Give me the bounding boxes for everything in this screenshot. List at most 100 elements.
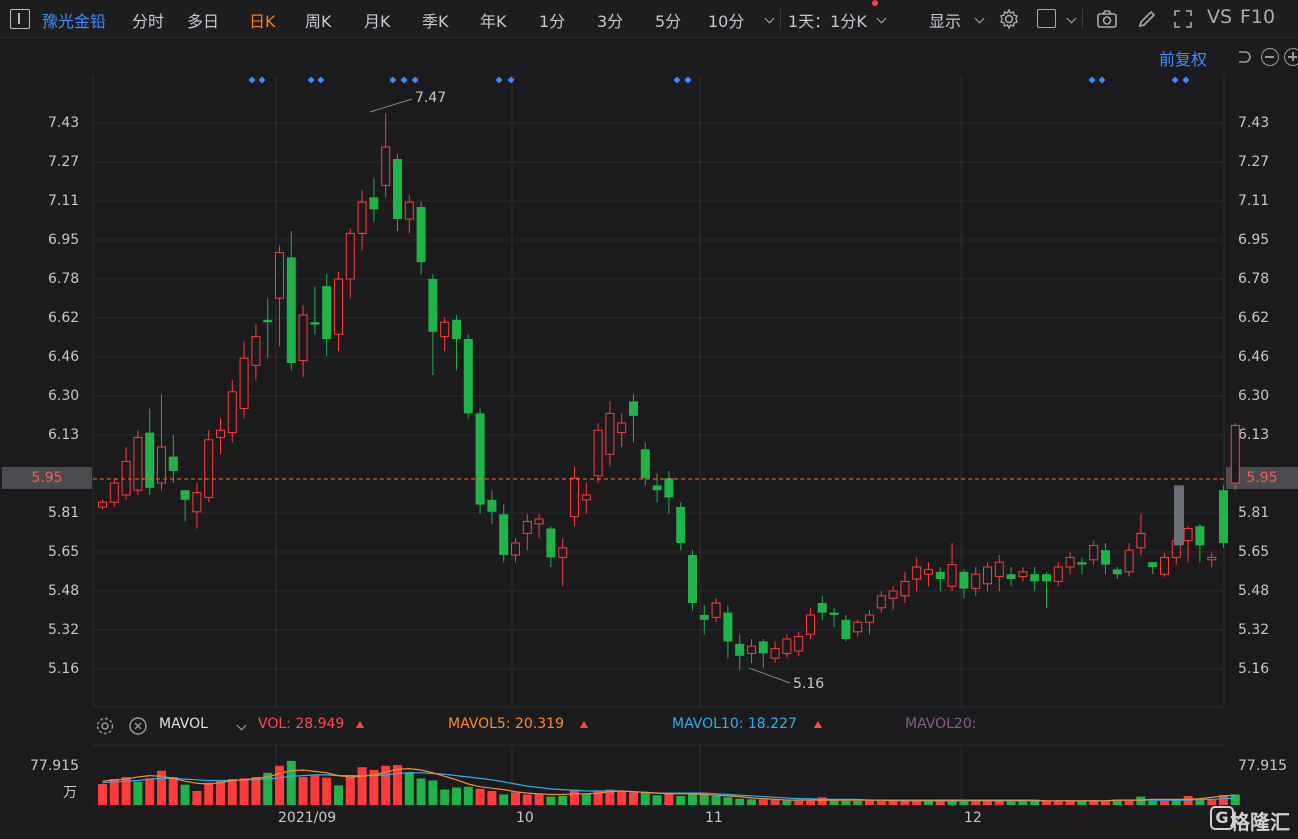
- candle-body: [688, 555, 697, 603]
- volume-bar: [794, 800, 804, 805]
- pencil-icon[interactable]: [1136, 8, 1158, 30]
- volume-bar: [216, 781, 225, 805]
- candle-body: [393, 159, 402, 219]
- settings-gear-icon[interactable]: [998, 8, 1020, 30]
- volume-bar: [1089, 800, 1099, 805]
- x-axis-label: 2021/09: [278, 810, 337, 826]
- volume-axis-value-right: 77.915: [1238, 758, 1287, 774]
- indicator-settings-icon[interactable]: [95, 716, 115, 736]
- candle-body: [286, 257, 296, 363]
- tab-fenshi[interactable]: 分时: [132, 12, 165, 31]
- layout-square-icon[interactable]: [1037, 9, 1056, 28]
- camera-icon[interactable]: [1096, 8, 1118, 30]
- candle-body: [888, 590, 898, 599]
- candle-body: [1077, 562, 1087, 565]
- candle-body: [546, 528, 556, 558]
- volume-bar: [298, 777, 308, 805]
- tab-monthly-k[interactable]: 月K: [364, 12, 391, 31]
- mavol20-value: MAVOL20:: [905, 716, 977, 732]
- candle-body: [322, 286, 332, 339]
- volume-bar: [640, 792, 650, 805]
- volume-bar: [487, 791, 497, 805]
- tab-yearly-k[interactable]: 年K: [480, 12, 507, 31]
- candle-body: [664, 478, 674, 498]
- volume-bar: [865, 800, 874, 805]
- volume-bar: [204, 782, 214, 805]
- candle-body: [109, 482, 119, 503]
- volume-bar: [1124, 799, 1134, 805]
- zoom-out-icon[interactable]: [1261, 48, 1279, 66]
- event-markers: [248, 76, 1190, 84]
- tab-weekly-k[interactable]: 周K: [305, 12, 332, 31]
- candle-body: [168, 456, 178, 471]
- volume-bar: [593, 791, 603, 805]
- sidebar-toggle-icon[interactable]: [10, 9, 30, 29]
- fullscreen-icon[interactable]: [1172, 8, 1194, 30]
- candle-body: [900, 580, 910, 597]
- zoom-in-icon[interactable]: [1284, 48, 1298, 66]
- volume-bar: [570, 789, 579, 805]
- volume-bar: [121, 777, 131, 805]
- low-price-label: 5.16: [793, 676, 825, 692]
- reset-icon[interactable]: [1233, 47, 1253, 67]
- volume-bar: [782, 800, 792, 805]
- volume-bar: [168, 777, 178, 805]
- price-tick: 7.27: [1238, 154, 1270, 170]
- volume-bar: [888, 800, 898, 805]
- tab-multiday[interactable]: 多日: [187, 12, 220, 31]
- tab-3min[interactable]: 3分: [597, 12, 624, 31]
- display-menu[interactable]: 显示: [929, 12, 962, 31]
- event-marker-icon: [307, 76, 315, 84]
- candle-body: [617, 422, 627, 434]
- candle-body: [876, 595, 886, 609]
- candle-body: [983, 566, 992, 585]
- candle-body: [735, 643, 745, 656]
- current-price-marker-right: 5.95: [1226, 467, 1298, 489]
- watermark-logo-icon: G: [1210, 806, 1234, 830]
- volume-bar: [499, 794, 509, 805]
- volume-bar: [1207, 800, 1217, 805]
- tab-daily-k[interactable]: 日K: [249, 12, 276, 31]
- candle-body: [1042, 574, 1051, 582]
- candle-body: [1065, 556, 1075, 568]
- tab-5min[interactable]: 5分: [655, 12, 682, 31]
- price-tick: 5.65: [1238, 544, 1270, 560]
- multi-period-selector[interactable]: 1天：1分K: [788, 12, 867, 31]
- volume-bar: [286, 760, 296, 805]
- volume-bar: [452, 787, 461, 805]
- gap-bar: [1174, 485, 1184, 546]
- volume-bar: [227, 779, 237, 805]
- candle-body: [310, 322, 320, 325]
- event-marker-icon: [1171, 76, 1179, 84]
- volume-bar: [440, 789, 450, 805]
- volume-bar: [157, 770, 166, 805]
- volume-bar: [475, 788, 485, 805]
- f10-button[interactable]: F10: [1240, 6, 1276, 28]
- price-tick: 5.32: [48, 622, 80, 638]
- adjust-mode-button[interactable]: 前复权: [1159, 50, 1208, 69]
- tab-1min[interactable]: 1分: [539, 12, 566, 31]
- volume-bar: [1053, 800, 1063, 805]
- close-indicator-icon[interactable]: [128, 716, 148, 736]
- mavol10-value: MAVOL10: 18.227: [672, 716, 797, 732]
- candle-body: [782, 638, 792, 654]
- tab-quarterly-k[interactable]: 季K: [422, 12, 449, 31]
- candle-body: [640, 449, 650, 479]
- volume-bar: [1230, 794, 1240, 805]
- volume-bar: [322, 777, 332, 805]
- volume-bar: [747, 799, 756, 805]
- volume-bar: [806, 800, 815, 805]
- stock-name[interactable]: 豫光金铅: [42, 12, 107, 31]
- volume-bar: [664, 793, 674, 805]
- tab-10min[interactable]: 10分: [708, 12, 745, 31]
- volume-bar: [770, 800, 780, 805]
- volume-bar: [617, 791, 627, 805]
- volume-bar: [334, 785, 343, 805]
- price-tick: 7.43: [48, 115, 80, 131]
- indicator-name[interactable]: MAVOL: [159, 716, 208, 732]
- candle-body: [570, 477, 579, 518]
- high-leader-line: [369, 98, 413, 113]
- vs-compare-button[interactable]: VS: [1207, 6, 1233, 28]
- candle-body: [463, 339, 473, 414]
